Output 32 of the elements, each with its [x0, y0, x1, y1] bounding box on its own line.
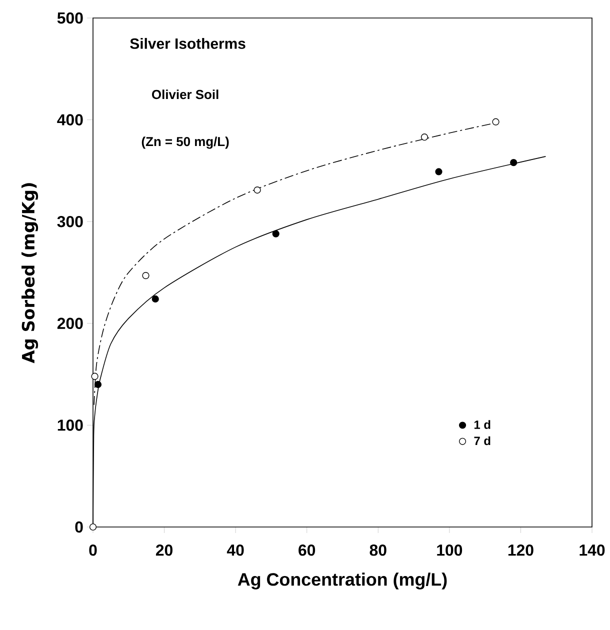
point [89, 523, 97, 531]
point [272, 230, 280, 238]
text: Silver Isotherms [130, 38, 246, 49]
point [492, 118, 500, 126]
x-tick-label: 120 [508, 544, 534, 556]
x-tick-label: 60 [298, 544, 316, 556]
point [420, 134, 428, 141]
y-tick-label: 300 [57, 216, 83, 228]
y-axis-title: Ag Sorbed (mg/Kg) [22, 183, 38, 364]
x-axis-title: Ag Concentration (mg/L) [238, 572, 447, 590]
y-tick-label: 400 [57, 114, 83, 126]
x-tick-label: 0 [89, 544, 97, 556]
annotation: (Zn = 50 mg/L) [142, 136, 229, 149]
point [94, 380, 102, 388]
point [254, 186, 261, 194]
text: Olivier Soil [152, 90, 218, 100]
point [510, 159, 518, 166]
y-tick-label: 100 [58, 420, 83, 431]
point [142, 272, 150, 280]
point [91, 372, 98, 380]
y-tick-label: 200 [57, 318, 83, 330]
point [152, 295, 159, 303]
x-tick-label: 80 [370, 544, 386, 556]
y-tick-label: 500 [57, 12, 83, 24]
point [435, 168, 442, 176]
x-tick-label: 20 [156, 544, 172, 556]
y-tick-label: 0 [75, 521, 83, 533]
legend-label: 1 d [474, 420, 490, 429]
x-tick-label: 40 [226, 544, 244, 556]
x-tick-label: 140 [580, 544, 605, 556]
x-tick-label: 100 [437, 544, 462, 556]
legend-label: 7 d [474, 436, 490, 446]
